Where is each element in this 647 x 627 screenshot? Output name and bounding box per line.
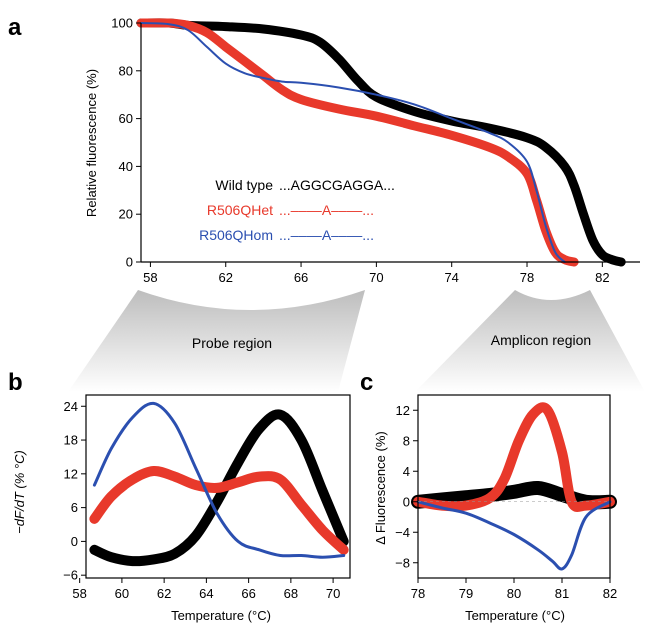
panel-c-series-wild-type <box>411 480 617 510</box>
panel-b-x-tick-label: 60 <box>115 586 129 601</box>
panel-b-x-label: Temperature (°C) <box>171 608 271 623</box>
panel-b-y-tick-label: 0 <box>71 534 78 549</box>
panel-b-x-tick-label: 70 <box>326 586 340 601</box>
panel-a-x-tick-label: 58 <box>143 270 157 285</box>
panel-b-x-tick-label: 58 <box>72 586 86 601</box>
panel-c-series-r506qhet <box>413 402 615 512</box>
panel-a-x-tick-label: 70 <box>369 270 383 285</box>
panel-c-x-tick-label: 78 <box>411 586 425 601</box>
panel-a-y-label: Relative fluorescence (%) <box>84 69 99 217</box>
panel-c-y-tick-label: 4 <box>403 464 410 479</box>
panel-letter-a: a <box>8 14 22 41</box>
legend-seq-hom: ...––––A––––... <box>279 227 374 243</box>
legend-name-het: R506QHet <box>207 202 273 218</box>
probe-region-wedge <box>68 290 365 392</box>
amplicon-region-wedge <box>415 290 645 392</box>
panel-letter-c: c <box>360 369 373 396</box>
panel-b-frame <box>85 394 351 579</box>
panel-a-series-r506qhet <box>136 18 579 267</box>
legend-seq-wild-type: ...AGGCGAGGA... <box>279 177 395 193</box>
panel-c-y-tick-label: 0 <box>403 494 410 509</box>
panel-c-y-tick-label: 12 <box>396 403 410 418</box>
panel-b-x-tick-label: 68 <box>284 586 298 601</box>
panel-a-x-tick-label: 78 <box>520 270 534 285</box>
panel-c-chart: −8 −4 0 4 8 12 78 79 80 81 82 Temperature (°C) Δ F… <box>373 394 617 623</box>
panel-a-y-tick-label: 80 <box>119 63 133 78</box>
panel-a-y-tick-label: 100 <box>111 16 133 31</box>
panel-c-x-tick-label: 80 <box>507 586 521 601</box>
panel-c-y-tick-label: 8 <box>403 433 410 448</box>
amplicon-region-label: Amplicon region <box>491 332 591 348</box>
panel-b-x-tick-label: 64 <box>199 586 213 601</box>
panel-b-series-wild-type <box>89 409 349 567</box>
panel-b-y-tick-label: 12 <box>64 466 78 481</box>
panel-a-chart: 0 20 40 60 80 100 58 62 66 70 74 78 82 Relative fluo… <box>84 16 640 285</box>
panel-b-y-tick-label: 6 <box>71 500 78 515</box>
panel-a-y-tick-label: 20 <box>119 207 133 222</box>
panel-a-y-tick-label: 40 <box>119 159 133 174</box>
panel-b-y-tick-label: 18 <box>64 433 78 448</box>
panel-b-x-tick-label: 66 <box>241 586 255 601</box>
panel-a-series-r506qhom <box>140 22 566 263</box>
panel-c-x-tick-label: 79 <box>459 586 473 601</box>
panel-b-chart: −6 0 6 12 18 24 58 60 62 64 66 68 70 Temperature (°C… <box>12 394 351 623</box>
legend-name-hom: R506QHom <box>199 227 273 243</box>
probe-region-label: Probe region <box>192 335 272 351</box>
panel-a-y-tick-label: 60 <box>119 111 133 126</box>
panel-b-series-r506qhet <box>89 465 349 555</box>
panel-b-y-label: −dF/dT (% °C) <box>12 450 27 534</box>
panel-c-x-label: Temperature (°C) <box>465 608 565 623</box>
panel-b-series-r506qhom <box>92 401 346 559</box>
legend-seq-het: ...––––A––––... <box>279 202 374 218</box>
panel-c-series-r506qhom <box>416 500 612 571</box>
panel-c-x-tick-label: 81 <box>555 586 569 601</box>
panel-a-x-tick-label: 74 <box>444 270 458 285</box>
panel-b-y-tick-label: 24 <box>64 399 78 414</box>
panel-c-y-label: Δ Fluorescence (%) <box>373 431 388 544</box>
panel-a-y-tick-label: 0 <box>126 255 133 270</box>
panel-letter-b: b <box>8 369 23 396</box>
panel-c-y-tick-label: −4 <box>395 525 410 540</box>
legend: Wild type ...AGGCGAGGA... R506QHet ...––… <box>199 177 395 243</box>
panel-c-x-tick-label: 82 <box>603 586 617 601</box>
panel-a-x-tick-label: 82 <box>595 270 609 285</box>
panel-a-x-tick-label: 62 <box>219 270 233 285</box>
panel-a-x-tick-label: 66 <box>294 270 308 285</box>
legend-name-wild-type: Wild type <box>215 177 273 193</box>
panel-b-y-tick-label: −6 <box>63 568 78 583</box>
panel-a-series-wild-type <box>136 18 626 267</box>
panel-c-y-tick-label: −8 <box>395 555 410 570</box>
panel-b-x-tick-label: 62 <box>157 586 171 601</box>
